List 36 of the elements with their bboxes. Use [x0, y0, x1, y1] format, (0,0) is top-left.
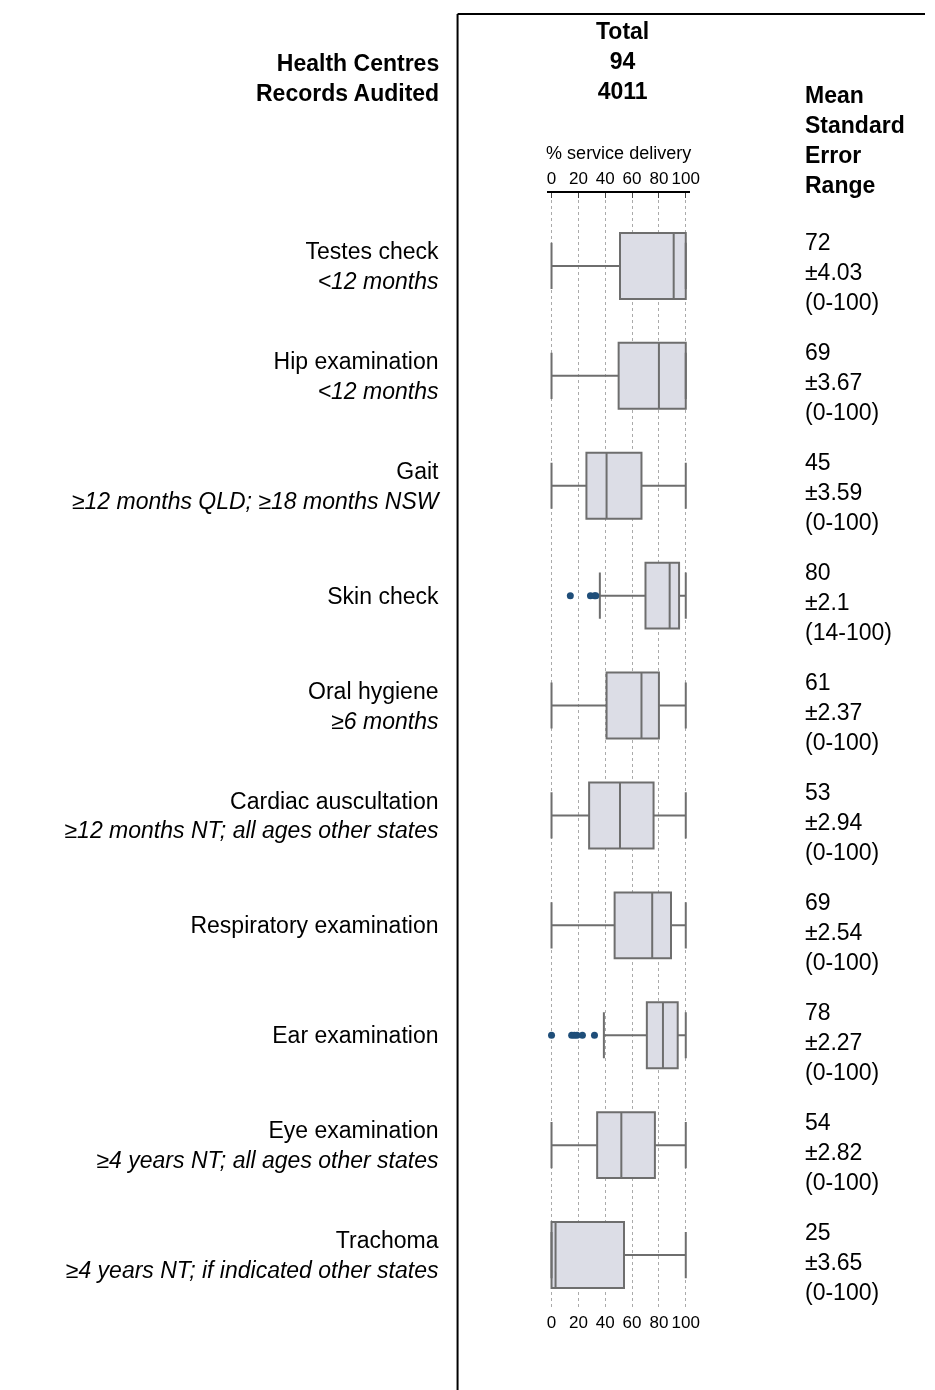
y-tick-label: Cardiac auscultation ≥12 months NT; all ages other states — [64, 787, 439, 844]
y-tick-label: Oral hygiene ≥6 months — [308, 677, 439, 734]
text: 45 ±3.59 (0-100) — [805, 449, 880, 535]
x2-tick-label: 0 — [546, 169, 557, 189]
x2-axis-title: % service delivery — [546, 142, 692, 163]
text: Total 94 4011 — [596, 18, 650, 104]
text: 72 ±4.03 (0-100) — [805, 229, 880, 315]
x2-tick-label: 20 — [568, 169, 588, 189]
y-tick-label: Testes check <12 months — [305, 238, 439, 294]
x-tick-label: 20 — [568, 1313, 588, 1332]
x-tick-label: 60 — [622, 1313, 642, 1332]
x-tick-label: 100 — [671, 1313, 700, 1332]
y-tick-label: Respiratory examination — [190, 912, 439, 939]
text: 54 ±2.82 (0-100) — [805, 1109, 880, 1195]
x-tick-label: 0 — [546, 1313, 557, 1332]
text: 69 ±3.67 (0-100) — [805, 339, 880, 425]
text: 53 ±2.94 (0-100) — [805, 779, 880, 865]
x-tick-label: 40 — [595, 1313, 615, 1332]
x2-tick-label: 40 — [595, 169, 615, 189]
y-tick-label: Hip examination <12 months — [273, 347, 439, 404]
text: 80 ±2.1 (14-100) — [805, 559, 892, 645]
text: 69 ±2.54 (0-100) — [805, 889, 880, 975]
x2-tick-label: 60 — [622, 169, 642, 189]
y-tick-label: Trachoma ≥4 years NT; if indicated other states — [65, 1227, 439, 1284]
text: 25 ±3.65 (0-100) — [805, 1219, 880, 1305]
x2-tick-label: 100 — [671, 169, 700, 189]
y-tick-label: Gait ≥12 months QLD; ≥18 months NSW — [71, 457, 441, 514]
y-tick-label: Eye examination ≥4 years NT; all ages other states — [96, 1117, 439, 1174]
x2-tick-label: 80 — [649, 169, 669, 189]
text: 78 ±2.27 (0-100) — [805, 999, 880, 1085]
x-tick-label: 80 — [649, 1313, 669, 1332]
text: Mean Standard Error Range — [805, 82, 905, 198]
text: Health Centres Records Audited — [256, 50, 440, 106]
y-tick-label: Skin check — [327, 582, 439, 609]
text: 61 ±2.37 (0-100) — [805, 669, 880, 755]
y-tick-label: Ear examination — [272, 1022, 439, 1049]
